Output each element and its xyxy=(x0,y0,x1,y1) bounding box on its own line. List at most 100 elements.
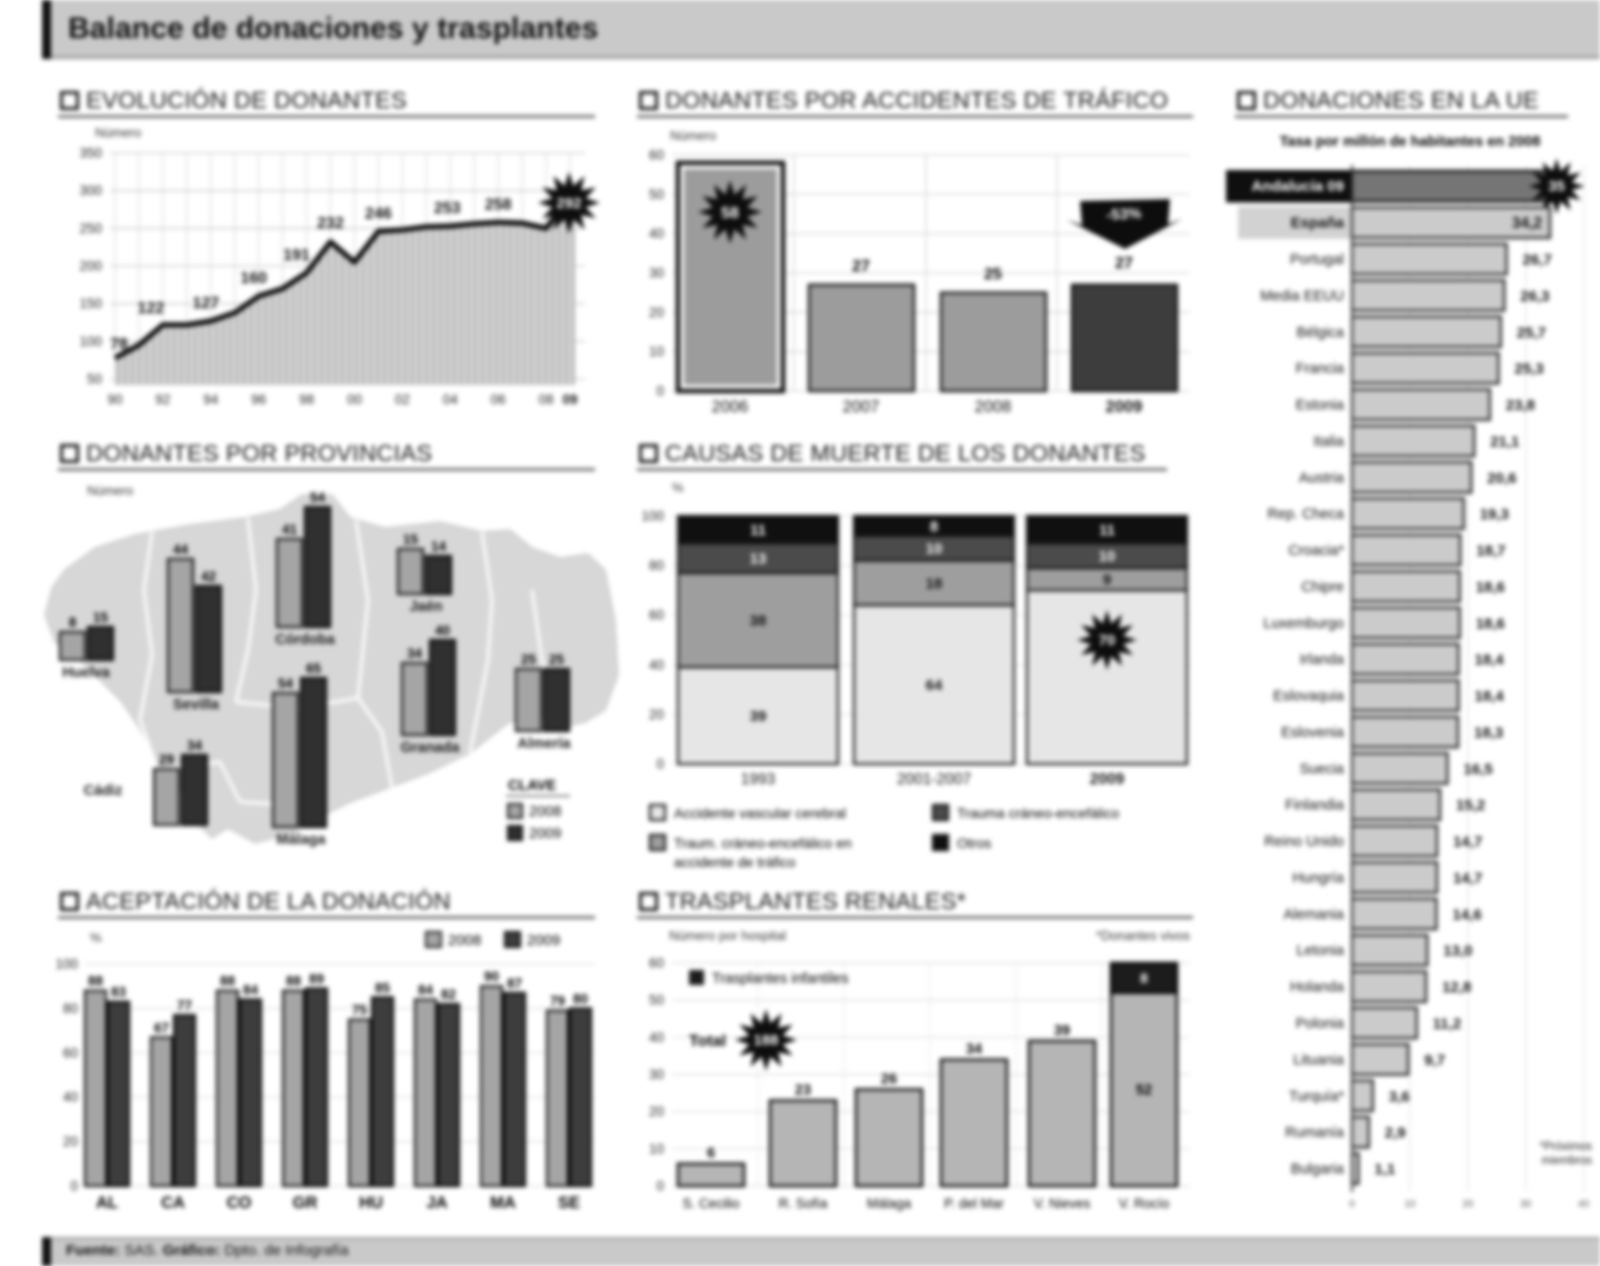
svg-text:2,9: 2,9 xyxy=(1385,1125,1406,1142)
svg-text:Media EEUU: Media EEUU xyxy=(1260,288,1344,304)
svg-text:14,6: 14,6 xyxy=(1453,906,1482,923)
svg-text:Bulgaria: Bulgaria xyxy=(1291,1162,1345,1178)
svg-text:Irlanda: Irlanda xyxy=(1300,652,1345,668)
svg-text:0: 0 xyxy=(656,1179,664,1194)
svg-text:España: España xyxy=(1291,215,1345,232)
svg-text:20: 20 xyxy=(63,1134,78,1149)
svg-text:188: 188 xyxy=(753,1032,778,1049)
svg-text:Portugal: Portugal xyxy=(1290,252,1344,268)
svg-text:80: 80 xyxy=(573,991,588,1006)
svg-text:9,7: 9,7 xyxy=(1424,1052,1445,1069)
svg-text:2007: 2007 xyxy=(843,398,880,416)
svg-text:20: 20 xyxy=(649,305,664,320)
svg-text:89: 89 xyxy=(309,971,324,986)
svg-text:9: 9 xyxy=(1103,572,1111,589)
svg-text:100: 100 xyxy=(79,334,102,349)
svg-text:25: 25 xyxy=(521,652,537,667)
svg-text:Polonia: Polonia xyxy=(1296,1016,1345,1032)
svg-text:Francia: Francia xyxy=(1296,361,1345,377)
svg-text:80: 80 xyxy=(63,1001,78,1016)
svg-text:84: 84 xyxy=(418,983,434,998)
svg-text:26,7: 26,7 xyxy=(1523,252,1552,269)
svg-text:S. Cecilio: S. Cecilio xyxy=(682,1196,739,1211)
svg-text:Málaga: Málaga xyxy=(276,832,326,848)
svg-text:67: 67 xyxy=(154,1020,169,1035)
svg-text:38: 38 xyxy=(750,613,767,630)
svg-text:V. Rocío: V. Rocío xyxy=(1119,1196,1170,1211)
svg-text:Traum. cráneo-encefálico en: Traum. cráneo-encefálico en xyxy=(674,835,852,851)
svg-text:40: 40 xyxy=(649,226,664,241)
svg-text:20: 20 xyxy=(649,707,664,722)
svg-text:V. Nieves: V. Nieves xyxy=(1034,1196,1091,1211)
svg-text:40: 40 xyxy=(435,623,450,638)
svg-text:30: 30 xyxy=(649,266,664,281)
svg-text:Granada: Granada xyxy=(401,740,461,756)
svg-text:Bélgica: Bélgica xyxy=(1296,325,1344,341)
svg-text:50: 50 xyxy=(649,187,664,202)
svg-text:14: 14 xyxy=(431,539,447,554)
svg-text:1993: 1993 xyxy=(741,771,775,788)
svg-text:96: 96 xyxy=(251,392,266,407)
svg-text:Almería: Almería xyxy=(517,736,571,752)
svg-text:50: 50 xyxy=(649,993,664,1008)
svg-text:SE: SE xyxy=(558,1194,580,1212)
svg-text:%: % xyxy=(90,930,102,945)
svg-text:8: 8 xyxy=(930,518,938,535)
svg-text:Número por hospital: Número por hospital xyxy=(669,928,786,943)
svg-text:79: 79 xyxy=(550,994,565,1009)
svg-text:2008: 2008 xyxy=(529,804,561,820)
svg-text:2009: 2009 xyxy=(1106,398,1143,416)
svg-text:10: 10 xyxy=(649,1141,664,1156)
svg-text:94: 94 xyxy=(203,392,219,407)
svg-text:0: 0 xyxy=(1349,1199,1355,1210)
svg-text:JA: JA xyxy=(426,1194,447,1212)
svg-text:250: 250 xyxy=(79,221,102,236)
svg-text:06: 06 xyxy=(491,392,506,407)
svg-text:40: 40 xyxy=(63,1090,78,1105)
svg-text:20,6: 20,6 xyxy=(1487,470,1516,487)
svg-text:2009: 2009 xyxy=(527,932,560,949)
svg-text:20: 20 xyxy=(1462,1199,1474,1210)
svg-text:Lituania: Lituania xyxy=(1293,1052,1345,1068)
svg-text:18,6: 18,6 xyxy=(1476,615,1505,632)
svg-text:18: 18 xyxy=(926,576,943,593)
svg-text:88: 88 xyxy=(286,974,302,989)
svg-text:60: 60 xyxy=(63,1045,78,1060)
svg-text:30: 30 xyxy=(1520,1199,1532,1210)
svg-text:14,7: 14,7 xyxy=(1453,834,1482,851)
svg-text:92: 92 xyxy=(155,392,170,407)
svg-text:Tasa por millón de habitantes: Tasa por millón de habitantes en 2008 xyxy=(1280,134,1541,150)
svg-text:16,5: 16,5 xyxy=(1464,761,1493,778)
svg-text:-53%: -53% xyxy=(1106,205,1142,224)
svg-text:*Donantes vivos: *Donantes vivos xyxy=(1096,928,1190,943)
svg-text:200: 200 xyxy=(79,259,102,274)
svg-text:34,2: 34,2 xyxy=(1512,215,1542,232)
svg-text:AL: AL xyxy=(96,1194,118,1212)
svg-text:25,3: 25,3 xyxy=(1515,361,1544,378)
svg-text:15,2: 15,2 xyxy=(1456,797,1485,814)
svg-text:25: 25 xyxy=(549,652,565,667)
svg-text:Turquía*: Turquía* xyxy=(1289,1089,1344,1105)
svg-text:52: 52 xyxy=(1136,1082,1152,1098)
svg-text:23,8: 23,8 xyxy=(1506,397,1535,414)
svg-text:3,6: 3,6 xyxy=(1389,1088,1410,1105)
svg-text:Cádiz: Cádiz xyxy=(84,783,123,799)
svg-text:258: 258 xyxy=(485,196,512,213)
svg-text:Chipre: Chipre xyxy=(1301,579,1344,595)
svg-text:11,2: 11,2 xyxy=(1433,1016,1461,1033)
svg-text:Jaén: Jaén xyxy=(409,599,442,615)
svg-text:Eslovaquia: Eslovaquia xyxy=(1273,689,1345,705)
svg-text:00: 00 xyxy=(347,392,362,407)
svg-text:Austria: Austria xyxy=(1299,470,1345,486)
svg-text:82: 82 xyxy=(441,987,456,1002)
svg-text:Croacia*: Croacia* xyxy=(1288,543,1344,559)
svg-text:64: 64 xyxy=(926,677,943,694)
svg-text:Número: Número xyxy=(87,483,133,498)
svg-text:18,4: 18,4 xyxy=(1475,688,1505,705)
svg-text:GR: GR xyxy=(293,1194,318,1212)
svg-text:13: 13 xyxy=(750,551,767,568)
svg-text:77: 77 xyxy=(177,998,192,1013)
svg-text:0: 0 xyxy=(656,384,664,399)
svg-text:20: 20 xyxy=(649,1104,664,1119)
svg-text:2008: 2008 xyxy=(975,398,1012,416)
